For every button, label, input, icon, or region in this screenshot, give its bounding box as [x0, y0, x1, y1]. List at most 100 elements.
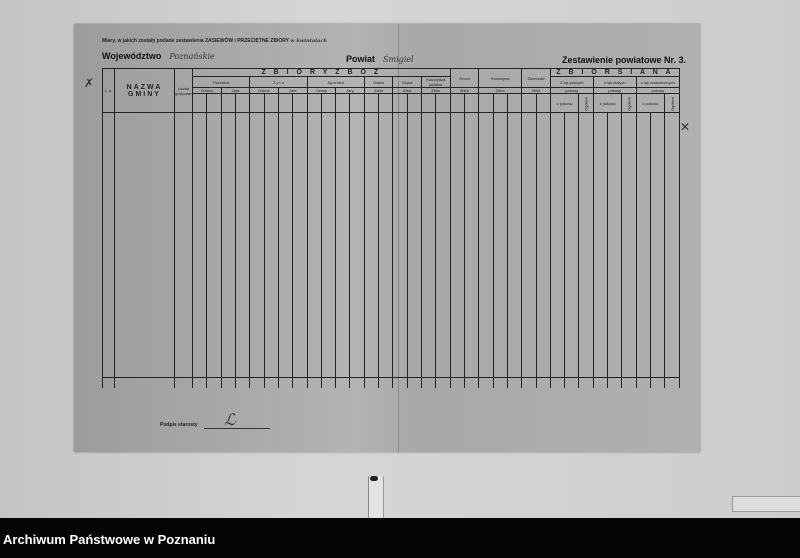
- table-cell: [234, 112, 251, 125]
- table-cell: [320, 317, 337, 329]
- table-cell: [277, 317, 294, 329]
- table-cell: [506, 377, 523, 388]
- table-cell: [449, 245, 465, 257]
- table-cell: [578, 353, 594, 365]
- table-cell: [564, 257, 580, 269]
- table-cell: [492, 221, 508, 233]
- table-cell: [521, 353, 537, 365]
- table-cell: [435, 329, 451, 341]
- table-cell: [191, 341, 208, 353]
- table-cell: [607, 257, 623, 269]
- table-cell: [506, 149, 523, 161]
- table-cell: [463, 197, 480, 209]
- table-cell: [335, 173, 351, 185]
- table-cell: [206, 197, 222, 209]
- table-cell: [406, 269, 423, 281]
- powiat-label: Powiat: [346, 54, 376, 64]
- table-cell: [102, 161, 115, 173]
- table-cell: [174, 377, 193, 388]
- table-cell: [564, 112, 580, 125]
- table-cell: [335, 185, 351, 197]
- table-cell: [349, 293, 365, 305]
- table-cell: [306, 161, 322, 173]
- table-cell: [521, 317, 537, 329]
- table-cell: [592, 209, 609, 221]
- table-cell: [392, 221, 408, 233]
- table-cell: [506, 353, 523, 365]
- wojewodztwo: Województwo Poznańskie: [102, 51, 215, 61]
- table-cell: [378, 209, 394, 221]
- table-cell: [435, 293, 451, 305]
- table-cell: [478, 293, 494, 305]
- table-cell: [349, 173, 365, 185]
- table-cell: [578, 341, 594, 353]
- table-cell: [306, 341, 322, 353]
- table-cell: [621, 365, 637, 378]
- table-cell: [535, 112, 551, 125]
- table-cell: [277, 377, 294, 388]
- table-cell: [349, 281, 365, 293]
- table-cell: [114, 209, 175, 221]
- table-cell: [535, 317, 551, 329]
- table-cell: [564, 197, 580, 209]
- table-cell: [174, 365, 193, 378]
- table-cell: [277, 329, 294, 341]
- table-cell: [234, 257, 251, 269]
- table-cell: [292, 137, 308, 149]
- table-cell: [564, 341, 580, 353]
- table-cell: [463, 317, 480, 329]
- table-cell: [114, 365, 175, 378]
- table-cell: [102, 209, 115, 221]
- table-cell: [549, 245, 566, 257]
- table-cell: [406, 197, 423, 209]
- table-cell: [564, 269, 580, 281]
- table-cell: [349, 233, 365, 245]
- table-cell: [463, 245, 480, 257]
- table-cell: [607, 317, 623, 329]
- table-cell: [234, 221, 251, 233]
- table-cell: [607, 305, 623, 317]
- table-cell: [635, 209, 652, 221]
- subcolumn-header: [263, 93, 279, 113]
- table-cell: [206, 269, 222, 281]
- table-cell: [535, 281, 551, 293]
- table-cell: [607, 185, 623, 197]
- table-cell: [234, 125, 251, 137]
- table-cell: [392, 185, 408, 197]
- table-cell: [521, 257, 537, 269]
- table-cell: [102, 341, 115, 353]
- table-cell: [521, 269, 537, 281]
- table-cell: [292, 341, 308, 353]
- table-cell: [664, 233, 680, 245]
- table-cell: [320, 269, 337, 281]
- table-cell: [320, 281, 337, 293]
- table-cell: [578, 149, 594, 161]
- table-cell: [492, 353, 508, 365]
- table-cell: [220, 233, 236, 245]
- table-cell: [463, 293, 480, 305]
- table-cell: [392, 173, 408, 185]
- table-cell: [449, 365, 465, 378]
- table-cell: [114, 353, 175, 365]
- table-cell: [249, 197, 265, 209]
- col-jeczmien: Jęczmień: [306, 76, 365, 88]
- table-cell: [406, 185, 423, 197]
- table-cell: [564, 365, 580, 378]
- subcolumn-header: [449, 93, 465, 113]
- table-cell: [578, 233, 594, 245]
- table-cell: [592, 293, 609, 305]
- table-cell: [635, 125, 652, 137]
- table-cell: [478, 185, 494, 197]
- table-cell: [592, 305, 609, 317]
- wojewodztwo-label: Województwo: [102, 51, 162, 61]
- table-cell: [406, 161, 423, 173]
- table-cell: [607, 245, 623, 257]
- signature: ℒ: [224, 410, 236, 429]
- table-cell: [506, 125, 523, 137]
- table-cell: [292, 269, 308, 281]
- table-cell: [277, 341, 294, 353]
- table-cell: [191, 137, 208, 149]
- table-cell: [578, 257, 594, 269]
- table-row: [102, 185, 680, 197]
- table-cell: [664, 149, 680, 161]
